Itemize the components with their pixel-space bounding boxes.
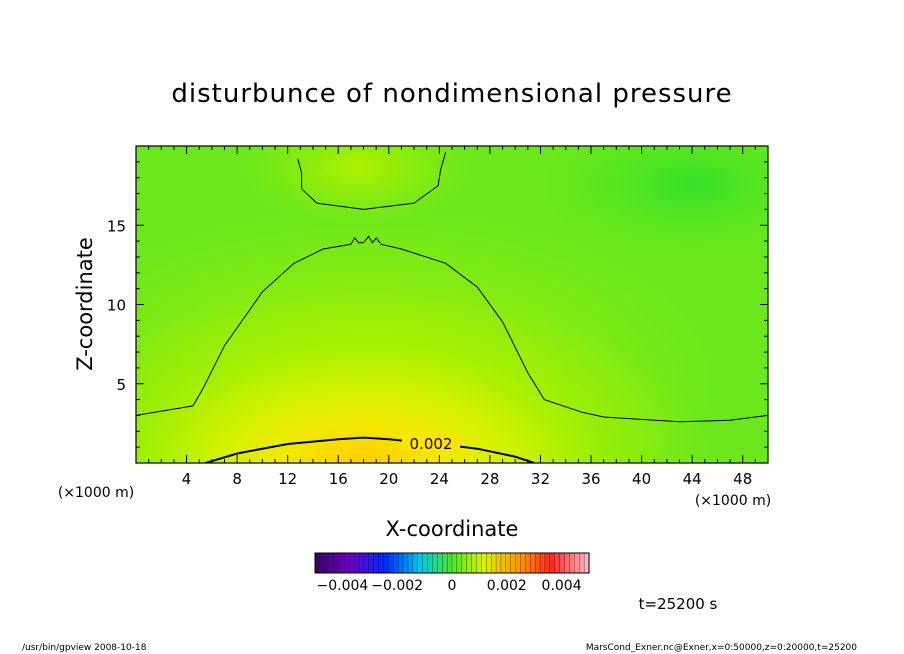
contour-line [297, 152, 447, 210]
x-tick-label: 8 [232, 470, 242, 488]
colorbar-swatch [314, 552, 321, 574]
x-axis: 4 8 12 16 20 24 28 32 36 40 44 48 [135, 146, 769, 488]
footer-left: /usr/bin/gpview 2008-10-18 [22, 643, 147, 653]
colorbar-swatch [530, 552, 536, 574]
colorbar-swatch [510, 552, 517, 574]
colorbar-swatch [549, 552, 556, 574]
colorbar-swatch [554, 552, 561, 574]
time-label: t=25200 s [639, 595, 718, 613]
x-tick-label: 48 [733, 470, 752, 488]
colorbar-swatch [407, 552, 414, 574]
colorbar-swatch [353, 552, 360, 574]
colorbar-swatch [393, 552, 399, 574]
colorbar-swatch [398, 552, 404, 574]
colorbar-swatch [344, 552, 350, 574]
x-tick-label: 16 [329, 470, 348, 488]
colorbar-swatch [466, 552, 473, 574]
colorbar-swatch [500, 552, 507, 574]
x-unit-left: (×1000 m) [58, 485, 134, 501]
colorbar-tick-label: 0.002 [487, 578, 527, 594]
colorbar-swatch [442, 552, 448, 574]
x-tick-label: 40 [632, 470, 651, 488]
contour-line [136, 235, 768, 423]
colorbar-swatch [402, 552, 409, 574]
colorbar-swatch [559, 552, 566, 574]
x-tick-label: 4 [182, 470, 192, 488]
colorbar-swatch [569, 552, 575, 574]
colorbar-swatch [486, 552, 492, 574]
colorbar-tick-label: 0.004 [542, 578, 582, 594]
colorbar-swatch [432, 552, 438, 574]
colorbar [314, 552, 590, 574]
x-tick-label: 36 [581, 470, 600, 488]
colorbar-swatch [388, 552, 394, 574]
colorbar-frame [314, 552, 590, 574]
x-tick-label: 28 [480, 470, 499, 488]
colorbar-swatch [373, 552, 380, 574]
x-tick-label: 24 [430, 470, 449, 488]
colorbar-swatch [461, 552, 468, 574]
colorbar-swatch [525, 552, 531, 574]
colorbar-swatch [495, 552, 502, 574]
colorbar-swatch [476, 552, 482, 574]
colorbar-tick-label: −0.002 [371, 578, 423, 594]
colorbar-swatch [574, 552, 580, 574]
colorbar-swatch [427, 552, 433, 574]
x-tick-label: 44 [683, 470, 702, 488]
y-axis: 5 10 15 [107, 145, 768, 464]
colorbar-swatch [456, 552, 463, 574]
colorbar-swatch [349, 552, 355, 574]
colorbar-swatch [539, 552, 546, 574]
colorbar-swatch [446, 552, 453, 574]
colorbar-swatch [329, 552, 336, 574]
y-axis-title: Z-coordinate [73, 237, 97, 371]
colorbar-swatch [579, 552, 585, 574]
colorbar-swatch [451, 552, 458, 574]
contour-line [205, 436, 535, 463]
colorbar-swatch [339, 552, 345, 574]
y-tick-label: 10 [107, 297, 126, 315]
colorbar-swatch [417, 552, 424, 574]
colorbar-swatch [378, 552, 385, 574]
colorbar-swatch [520, 552, 526, 574]
colorbar-ticks: −0.004 −0.002 0 0.002 0.004 [316, 578, 581, 594]
x-axis-title: X-coordinate [386, 517, 519, 541]
contour-label: 0.002 [410, 435, 453, 453]
x-unit-right: (×1000 m) [695, 493, 771, 509]
contour-label-bg [402, 433, 460, 451]
colorbar-swatch [358, 552, 365, 574]
plot-area [136, 146, 768, 463]
x-tick-label: 32 [531, 470, 550, 488]
colorbar-swatch [363, 552, 370, 574]
colorbar-swatch [437, 552, 443, 574]
colorbar-swatch [368, 552, 375, 574]
colorbar-swatch [334, 552, 341, 574]
colorbar-tick-label: 0 [448, 578, 457, 594]
x-tick-label: 20 [379, 470, 398, 488]
colorbar-tick-label: −0.004 [316, 578, 368, 594]
colorbar-swatch [535, 552, 541, 574]
y-tick-label: 5 [116, 376, 126, 394]
colorbar-swatch [319, 552, 326, 574]
colorbar-swatch [544, 552, 551, 574]
colorbar-swatch [324, 552, 331, 574]
colorbar-swatch [505, 552, 512, 574]
footer-right: MarsCond_Exner.nc@Exner,x=0:50000,z=0:20… [586, 643, 857, 653]
colorbar-swatch [471, 552, 478, 574]
y-tick-label: 15 [107, 217, 126, 235]
colorbar-swatch [490, 552, 497, 574]
colorbar-swatch [412, 552, 419, 574]
x-tick-label: 12 [278, 470, 297, 488]
contour-lines [136, 152, 768, 463]
field-shading-bottom [136, 146, 768, 463]
colorbar-swatch [422, 552, 429, 574]
chart-title: disturbunce of nondimensional pressure [171, 79, 732, 109]
colorbar-swatch [383, 552, 389, 574]
colorbar-swatch [564, 552, 570, 574]
colorbar-swatch [515, 552, 522, 574]
colorbar-swatch [481, 552, 487, 574]
